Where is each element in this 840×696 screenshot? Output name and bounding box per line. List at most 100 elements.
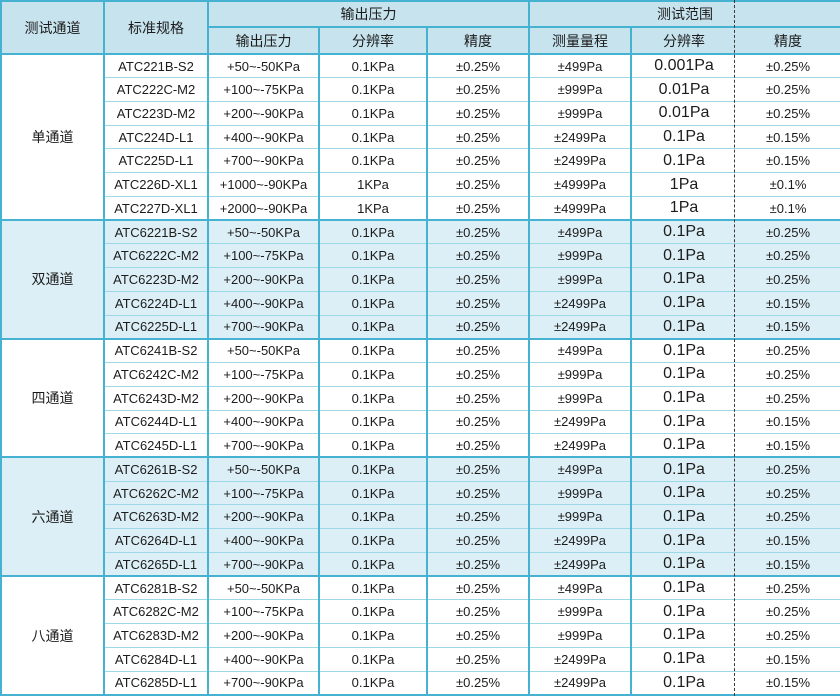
output-pressure-cell: +2000~-90KPa <box>207 195 320 221</box>
output-accuracy-cell: ±0.25% <box>425 670 531 696</box>
range-resolution-cell: 0.1Pa <box>630 599 737 625</box>
range-accuracy-cell: ±0.15% <box>736 528 840 553</box>
output-accuracy-cell: ±0.25% <box>425 646 531 672</box>
output-pressure-cell: +100~-75KPa <box>207 362 320 387</box>
output-resolution-cell: 0.1KPa <box>318 77 428 102</box>
header-row-subcolumns: 输出压力 分辨率 精度 测量量程 分辨率 精度 <box>1 26 840 55</box>
output-accuracy-cell: ±0.25% <box>425 575 531 601</box>
table-row: 八通道 ATC6281B-S2 +50~-50KPa 0.1KPa ±0.25% ±499… <box>0 575 840 696</box>
range-span-cell: ±999Pa <box>528 623 633 648</box>
header-test-range-group: 测试范围 <box>528 0 840 28</box>
range-span-cell: ±499Pa <box>528 456 633 482</box>
output-resolution-cell: 0.1KPa <box>318 148 428 174</box>
range-accuracy-cell: ±0.25% <box>736 243 840 269</box>
range-accuracy-cell: ±0.25% <box>736 456 840 482</box>
output-resolution-cell: 0.1KPa <box>318 267 428 292</box>
range-span-cell: ±2499Pa <box>528 646 633 672</box>
output-pressure-cell: +700~-90KPa <box>207 314 320 340</box>
output-resolution-cell: 0.1KPa <box>318 409 428 435</box>
range-accuracy-cell: ±0.15% <box>736 314 840 340</box>
table-row: ATC222C-M2 +100~-75KPa 0.1KPa ±0.25% ±999Pa 0… <box>1 77 840 102</box>
range-accuracy-cell: ±0.25% <box>736 504 840 530</box>
model-cell: ATC6264D-L1 <box>103 528 209 553</box>
range-accuracy-cell: ±0.15% <box>736 433 840 458</box>
table-row: ATC6283D-M2 +200~-90KPa 0.1KPa ±0.25% ±999Pa… <box>1 623 840 648</box>
model-cell: ATC6285D-L1 <box>103 670 209 696</box>
header-row-groups: 测试通道 标准规格 输出压力 测试范围 <box>0 0 840 55</box>
range-span-cell: ±999Pa <box>528 480 633 506</box>
output-resolution-cell: 0.1KPa <box>318 337 428 364</box>
range-resolution-cell: 1Pa <box>630 172 737 197</box>
range-span-cell: ±4999Pa <box>528 195 633 221</box>
output-pressure-cell: +100~-75KPa <box>207 243 320 269</box>
model-cell: ATC6225D-L1 <box>103 314 209 340</box>
model-cell: ATC227D-XL1 <box>103 195 209 221</box>
output-resolution-cell: 0.1KPa <box>318 314 428 340</box>
output-accuracy-cell: ±0.25% <box>425 267 531 292</box>
range-span-cell: ±999Pa <box>528 243 633 269</box>
range-span-cell: ±2499Pa <box>528 528 633 553</box>
range-resolution-cell: 0.1Pa <box>630 409 737 435</box>
range-resolution-cell: 0.1Pa <box>630 267 737 292</box>
output-resolution-cell: 0.1KPa <box>318 480 428 506</box>
table-row: ATC6243D-M2 +200~-90KPa 0.1KPa ±0.25% ±999Pa… <box>1 385 840 411</box>
range-accuracy-cell: ±0.25% <box>736 385 840 411</box>
table-row: 单通道 ATC221B-S2 +50~-50KPa 0.1KPa ±0.25% ±499P… <box>0 52 840 221</box>
range-accuracy-cell: ±0.25% <box>736 53 840 79</box>
output-resolution-cell: 0.1KPa <box>318 290 428 316</box>
output-accuracy-cell: ±0.25% <box>425 53 531 79</box>
model-cell: ATC226D-XL1 <box>103 172 209 197</box>
output-resolution-cell: 0.1KPa <box>318 362 428 387</box>
model-cell: ATC221B-S2 <box>103 53 209 79</box>
channel-group-label: 六通道 <box>0 456 105 577</box>
range-span-cell: ±499Pa <box>528 575 633 601</box>
output-pressure-cell: +400~-90KPa <box>207 409 320 435</box>
output-pressure-cell: +200~-90KPa <box>207 267 320 292</box>
output-resolution-cell: 0.1KPa <box>318 100 428 126</box>
range-accuracy-cell: ±0.25% <box>736 599 840 625</box>
output-accuracy-cell: ±0.25% <box>425 337 531 364</box>
table-row: ATC6225D-L1 +700~-90KPa 0.1KPa ±0.25% ±2499P… <box>1 314 840 340</box>
output-pressure-cell: +200~-90KPa <box>207 623 320 648</box>
range-span-cell: ±999Pa <box>528 77 633 102</box>
range-resolution-cell: 0.1Pa <box>630 362 737 387</box>
output-resolution-cell: 0.1KPa <box>318 53 428 79</box>
range-accuracy-cell: ±0.15% <box>736 551 840 577</box>
output-accuracy-cell: ±0.25% <box>425 528 531 553</box>
output-pressure-cell: +1000~-90KPa <box>207 172 320 197</box>
range-resolution-cell: 0.1Pa <box>630 243 737 269</box>
output-accuracy-cell: ±0.25% <box>425 77 531 102</box>
range-resolution-cell: 0.1Pa <box>630 551 737 577</box>
range-resolution-cell: 1Pa <box>630 195 737 221</box>
output-pressure-cell: +400~-90KPa <box>207 646 320 672</box>
output-accuracy-cell: ±0.25% <box>425 433 531 458</box>
output-pressure-cell: +400~-90KPa <box>207 528 320 553</box>
output-accuracy-cell: ±0.25% <box>425 290 531 316</box>
output-accuracy-cell: ±0.25% <box>425 314 531 340</box>
range-resolution-cell: 0.1Pa <box>630 124 737 150</box>
range-accuracy-cell: ±0.25% <box>736 100 840 126</box>
output-accuracy-cell: ±0.25% <box>425 409 531 435</box>
table-row: ATC6222C-M2 +100~-75KPa 0.1KPa ±0.25% ±999Pa… <box>1 243 840 269</box>
table-row: 双通道 ATC6221B-S2 +50~-50KPa 0.1KPa ±0.25% ±499… <box>0 219 840 340</box>
output-accuracy-cell: ±0.25% <box>425 480 531 506</box>
range-span-cell: ±2499Pa <box>528 290 633 316</box>
subheader-range-accuracy: 精度 <box>736 26 840 55</box>
range-resolution-cell: 0.1Pa <box>630 670 737 696</box>
output-accuracy-cell: ±0.25% <box>425 551 531 577</box>
model-cell: ATC6222C-M2 <box>103 243 209 269</box>
table-row: 四通道 ATC6241B-S2 +50~-50KPa 0.1KPa ±0.25% ±499… <box>0 337 840 458</box>
model-cell: ATC6243D-M2 <box>103 385 209 411</box>
spec-table-body: 单通道 ATC221B-S2 +50~-50KPa 0.1KPa ±0.25% ±499P… <box>0 52 840 696</box>
range-accuracy-cell: ±0.15% <box>736 148 840 174</box>
output-resolution-cell: 0.1KPa <box>318 433 428 458</box>
output-pressure-cell: +100~-75KPa <box>207 77 320 102</box>
model-cell: ATC6245D-L1 <box>103 433 209 458</box>
model-cell: ATC6241B-S2 <box>103 337 209 364</box>
table-row: 六通道 ATC6261B-S2 +50~-50KPa 0.1KPa ±0.25% ±499… <box>0 456 840 577</box>
table-row: ATC227D-XL1 +2000~-90KPa 1KPa ±0.25% ±4999Pa… <box>1 195 840 221</box>
model-cell: ATC6262C-M2 <box>103 480 209 506</box>
model-cell: ATC225D-L1 <box>103 148 209 174</box>
range-accuracy-cell: ±0.1% <box>736 172 840 197</box>
